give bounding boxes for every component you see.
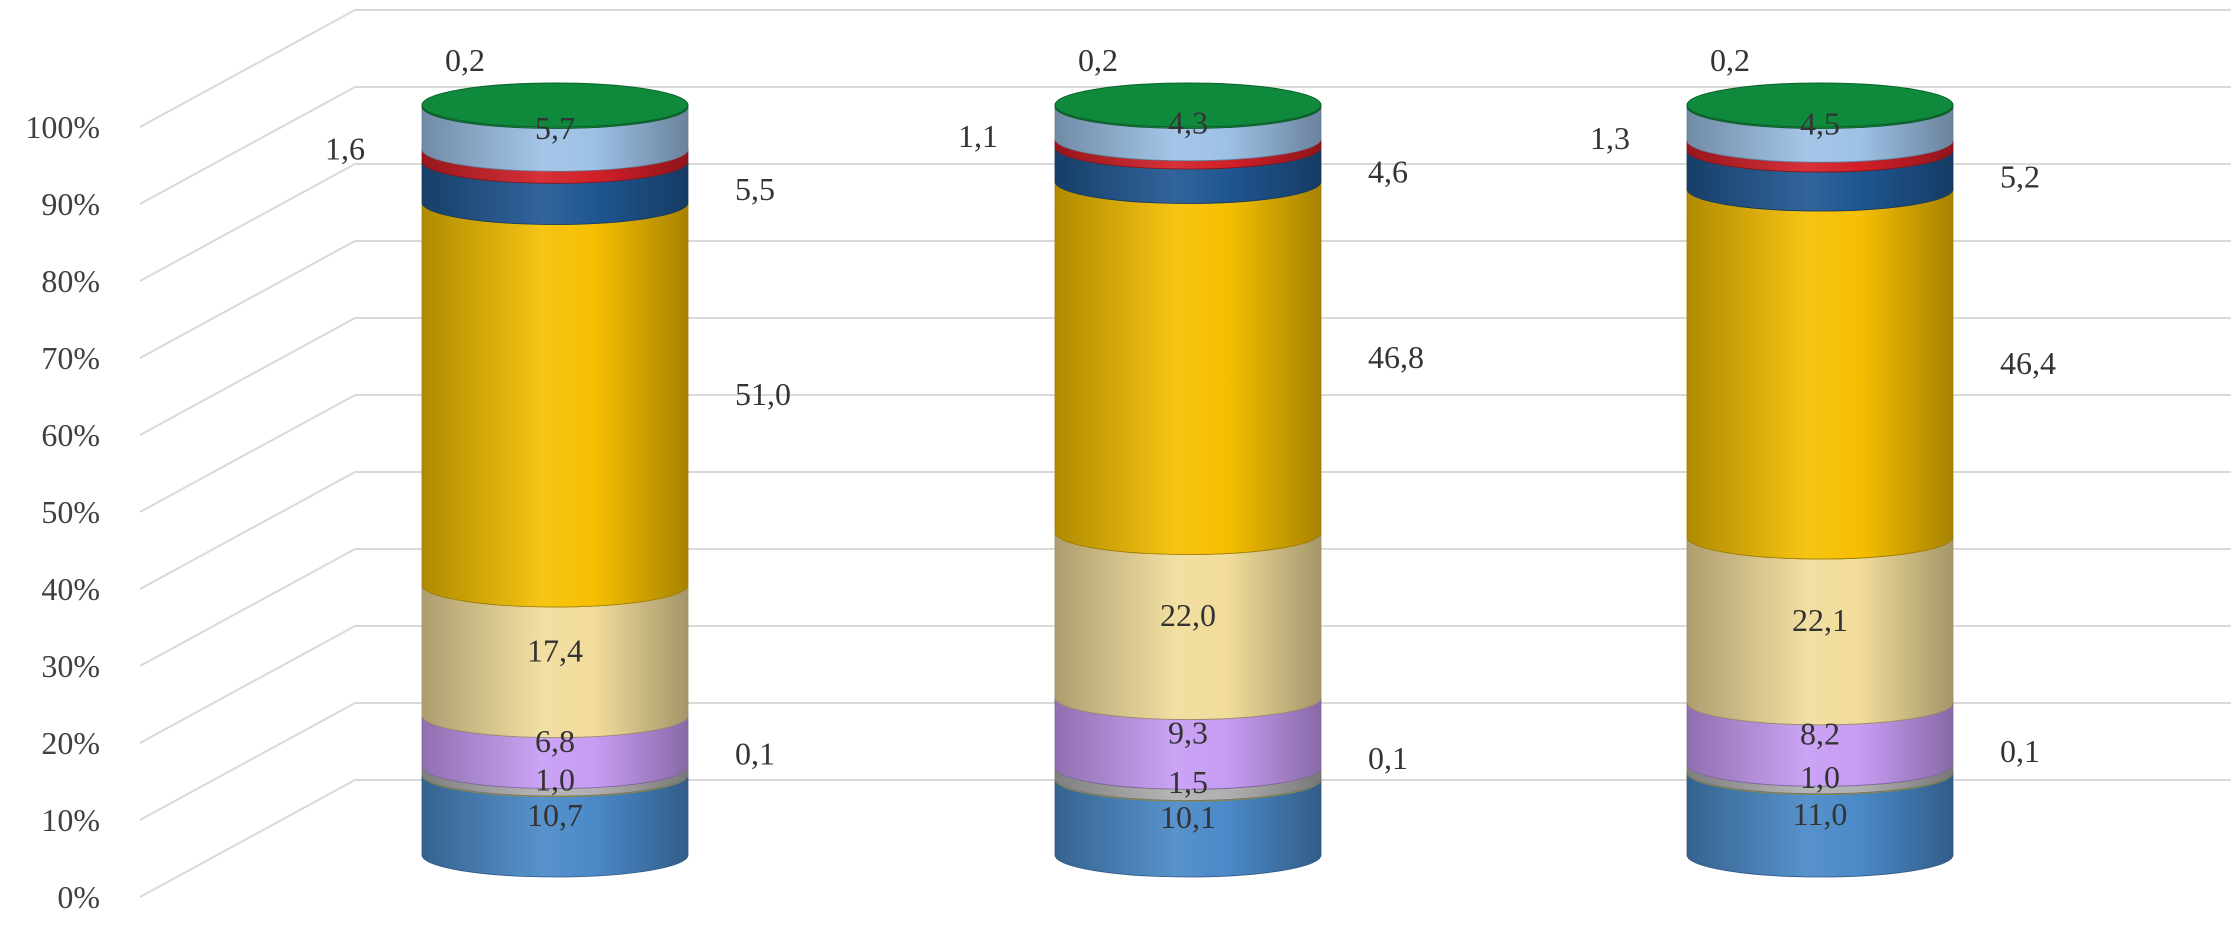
data-labels: 10,70,11,06,817,451,05,51,65,70,210,10,1… <box>325 42 2056 835</box>
segment <box>1686 82 1954 129</box>
y-axis-tick-labels: 0% 10% 20% 30% 40% 50% 60% 70% 80% 90% 100% <box>25 109 100 915</box>
data-label: 1,3 <box>1590 120 1630 156</box>
y-tick-label: 20% <box>41 725 100 761</box>
y-tick-label: 100% <box>25 109 100 145</box>
data-label: 6,8 <box>535 723 575 759</box>
y-tick-label: 70% <box>41 340 100 376</box>
segment <box>1054 82 1322 129</box>
data-label: 4,6 <box>1368 153 1408 189</box>
gridline <box>139 9 2231 128</box>
data-label: 10,1 <box>1160 799 1216 835</box>
data-label: 4,3 <box>1168 105 1208 141</box>
data-label: 1,0 <box>1800 759 1840 795</box>
y-tick-label: 40% <box>41 571 100 607</box>
data-label: 5,2 <box>2000 159 2040 195</box>
data-label: 5,5 <box>735 171 775 207</box>
data-label: 4,5 <box>1800 105 1840 141</box>
data-label: 1,5 <box>1168 764 1208 800</box>
data-label: 1,1 <box>958 118 998 154</box>
segment <box>421 202 689 608</box>
data-label: 8,2 <box>1800 716 1840 752</box>
data-label: 51,0 <box>735 376 791 412</box>
data-label: 9,3 <box>1168 714 1208 750</box>
segment <box>421 82 689 129</box>
data-label: 11,0 <box>1793 796 1848 832</box>
y-tick-label: 30% <box>41 648 100 684</box>
data-label: 1,0 <box>535 761 575 797</box>
data-label: 0,1 <box>1368 740 1408 776</box>
data-label: 22,0 <box>1160 597 1216 633</box>
column-2 <box>1054 82 1322 878</box>
data-label: 10,7 <box>527 797 583 833</box>
plot-area <box>421 82 1954 878</box>
data-label: 46,4 <box>2000 345 2056 381</box>
y-tick-label: 10% <box>41 802 100 838</box>
data-label: 17,4 <box>527 632 583 668</box>
data-label: 0,2 <box>445 42 485 78</box>
y-tick-label: 50% <box>41 494 100 530</box>
column-1 <box>421 82 689 878</box>
data-label: 0,2 <box>1710 42 1750 78</box>
data-label: 46,8 <box>1368 339 1424 375</box>
column-3 <box>1686 82 1954 878</box>
y-tick-label: 90% <box>41 186 100 222</box>
segment <box>1686 188 1954 560</box>
gridline <box>139 86 2231 205</box>
data-label: 0,2 <box>1078 42 1118 78</box>
y-tick-label: 0% <box>57 879 100 915</box>
data-label: 1,6 <box>325 130 365 166</box>
data-label: 5,7 <box>535 110 575 146</box>
y-tick-label: 80% <box>41 263 100 299</box>
segment <box>1054 181 1322 555</box>
data-label: 0,1 <box>735 735 775 771</box>
data-label: 0,1 <box>2000 733 2040 769</box>
data-label: 22,1 <box>1792 602 1848 638</box>
y-tick-label: 60% <box>41 417 100 453</box>
